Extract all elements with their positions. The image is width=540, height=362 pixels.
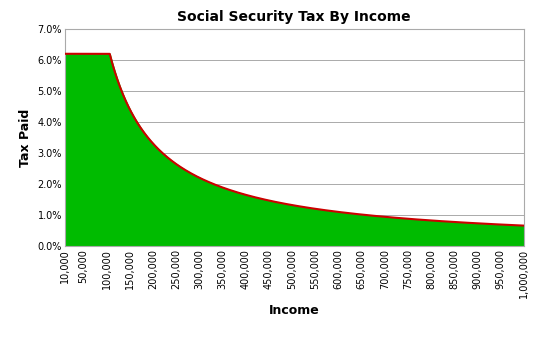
Title: Social Security Tax By Income: Social Security Tax By Income: [178, 10, 411, 24]
Y-axis label: Tax Paid: Tax Paid: [19, 109, 32, 167]
X-axis label: Income: Income: [269, 304, 320, 317]
